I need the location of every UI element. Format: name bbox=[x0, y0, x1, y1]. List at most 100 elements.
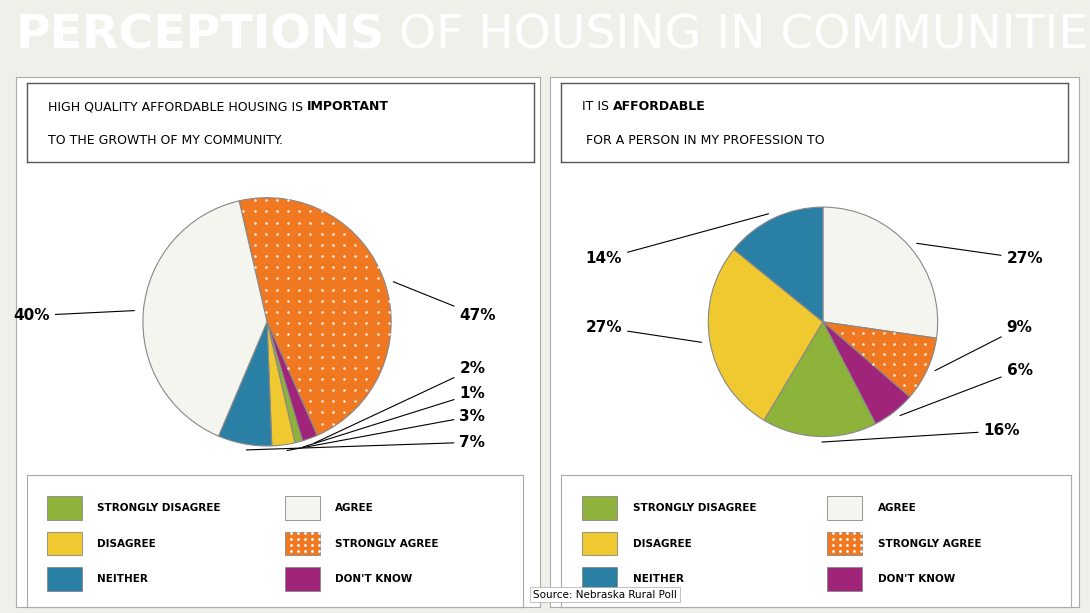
Point bbox=[291, 385, 308, 395]
Point bbox=[368, 352, 386, 362]
Point bbox=[279, 352, 296, 362]
Point bbox=[347, 374, 364, 384]
Point bbox=[368, 273, 386, 283]
FancyBboxPatch shape bbox=[47, 531, 82, 555]
Point bbox=[291, 340, 308, 350]
Text: IT IS: IT IS bbox=[582, 100, 613, 113]
Point bbox=[302, 218, 319, 227]
Point bbox=[896, 359, 913, 369]
Point bbox=[358, 363, 375, 373]
Point bbox=[917, 349, 934, 359]
Point bbox=[313, 240, 330, 249]
Point bbox=[368, 296, 386, 306]
Point bbox=[313, 296, 330, 306]
FancyBboxPatch shape bbox=[286, 568, 319, 591]
Point bbox=[885, 329, 903, 338]
Point bbox=[347, 318, 364, 328]
Point bbox=[885, 370, 903, 379]
Point bbox=[324, 284, 341, 294]
Point bbox=[313, 408, 330, 417]
Point bbox=[380, 307, 398, 317]
Point bbox=[291, 318, 308, 328]
Point bbox=[358, 251, 375, 261]
Point bbox=[324, 397, 341, 406]
Point bbox=[917, 339, 934, 349]
Point bbox=[313, 385, 330, 395]
Point bbox=[257, 240, 275, 249]
Point bbox=[234, 207, 252, 216]
Point bbox=[279, 240, 296, 249]
Point bbox=[380, 318, 398, 328]
Text: AFFORDABLE: AFFORDABLE bbox=[613, 100, 705, 113]
Point bbox=[257, 229, 275, 238]
Point bbox=[302, 352, 319, 362]
Point bbox=[875, 359, 893, 369]
Point bbox=[302, 363, 319, 373]
Point bbox=[291, 229, 308, 238]
Point bbox=[246, 196, 264, 205]
Point bbox=[347, 352, 364, 362]
Point bbox=[279, 296, 296, 306]
Point bbox=[347, 329, 364, 339]
Point bbox=[279, 284, 296, 294]
Point bbox=[324, 240, 341, 249]
Point bbox=[246, 207, 264, 216]
Point bbox=[291, 329, 308, 339]
Point bbox=[358, 262, 375, 272]
Point bbox=[336, 408, 353, 417]
Point bbox=[246, 218, 264, 227]
Point bbox=[268, 284, 286, 294]
Point bbox=[291, 218, 308, 227]
FancyBboxPatch shape bbox=[47, 568, 82, 591]
Point bbox=[279, 207, 296, 216]
Point bbox=[336, 273, 353, 283]
Point bbox=[358, 340, 375, 350]
Text: 27%: 27% bbox=[917, 243, 1043, 266]
Point bbox=[279, 218, 296, 227]
Point bbox=[324, 363, 341, 373]
Point bbox=[291, 296, 308, 306]
Point bbox=[358, 296, 375, 306]
Point bbox=[291, 240, 308, 249]
Point bbox=[347, 284, 364, 294]
Point bbox=[324, 251, 341, 261]
Text: STRONGLY AGREE: STRONGLY AGREE bbox=[877, 539, 981, 549]
Point bbox=[336, 284, 353, 294]
Point bbox=[875, 329, 893, 338]
Text: FOR A PERSON IN MY PROFESSION TO: FOR A PERSON IN MY PROFESSION TO bbox=[582, 134, 824, 147]
Point bbox=[324, 307, 341, 317]
Wedge shape bbox=[267, 322, 317, 441]
Wedge shape bbox=[219, 322, 271, 446]
Point bbox=[368, 340, 386, 350]
Point bbox=[268, 296, 286, 306]
Point bbox=[896, 339, 913, 349]
Point bbox=[368, 329, 386, 339]
Point bbox=[324, 318, 341, 328]
Point bbox=[917, 359, 934, 369]
Point bbox=[302, 374, 319, 384]
Text: 16%: 16% bbox=[822, 424, 1020, 442]
Point bbox=[313, 307, 330, 317]
Point bbox=[324, 374, 341, 384]
Point bbox=[246, 229, 264, 238]
Point bbox=[336, 329, 353, 339]
Point bbox=[313, 363, 330, 373]
Point bbox=[302, 340, 319, 350]
Point bbox=[257, 307, 275, 317]
Point bbox=[279, 318, 296, 328]
Point bbox=[257, 251, 275, 261]
Text: PERCEPTIONS: PERCEPTIONS bbox=[15, 13, 385, 59]
Point bbox=[302, 318, 319, 328]
Point bbox=[313, 397, 330, 406]
Point bbox=[855, 339, 872, 349]
Point bbox=[347, 307, 364, 317]
Point bbox=[358, 307, 375, 317]
Point bbox=[324, 352, 341, 362]
Point bbox=[313, 229, 330, 238]
FancyBboxPatch shape bbox=[582, 531, 617, 555]
Point bbox=[358, 284, 375, 294]
Point bbox=[313, 329, 330, 339]
FancyBboxPatch shape bbox=[286, 496, 319, 520]
Text: 3%: 3% bbox=[287, 409, 485, 451]
Point bbox=[291, 352, 308, 362]
